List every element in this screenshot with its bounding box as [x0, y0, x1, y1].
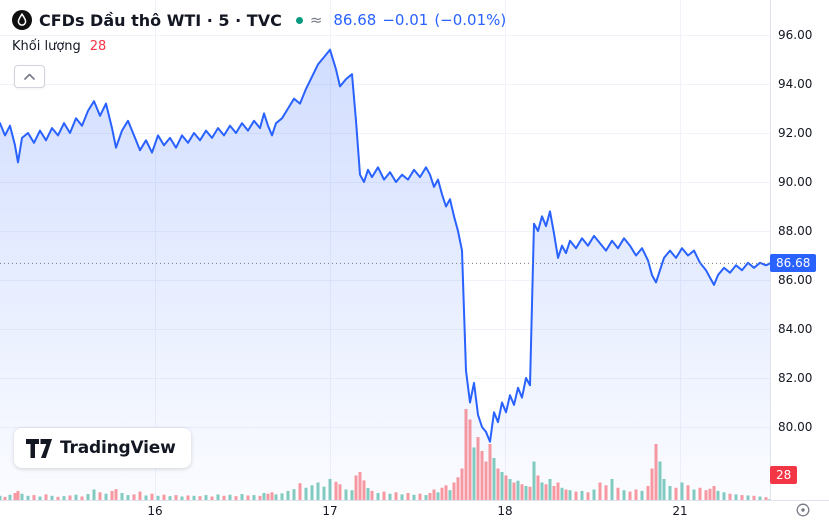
time-tick-label: 21	[672, 504, 688, 518]
approx-symbol: ≈	[309, 11, 323, 29]
time-tick-label: 17	[322, 504, 338, 518]
last-price-badge: 86.68	[770, 254, 817, 273]
price-tick-label: 90.00	[778, 175, 813, 189]
volume-indicator-row: Khối lượng 28	[12, 37, 506, 55]
tradingview-logo-icon	[26, 438, 52, 458]
price-tick-label: 88.00	[778, 224, 813, 238]
tradingview-logo-text: TradingView	[60, 438, 176, 458]
price-tick-label: 84.00	[778, 322, 813, 336]
tradingview-watermark[interactable]: TradingView	[14, 428, 191, 468]
price-axis[interactable]: 96.00 94.00 92.00 90.00 88.00 86.00 84.00 82.00…	[770, 0, 829, 500]
price-tick-label: 86.00	[778, 273, 813, 287]
price-change: −0.01	[382, 11, 429, 29]
price-tick-label: 82.00	[778, 371, 813, 385]
market-status-icon[interactable]	[295, 16, 303, 24]
collapse-legend-button[interactable]	[14, 65, 45, 88]
time-tick-label: 16	[147, 504, 163, 518]
symbol-title[interactable]: CFDs Dầu thô WTI · 5 · TVC	[39, 10, 282, 30]
volume-label[interactable]: Khối lượng	[12, 38, 81, 54]
price-tick-label: 96.00	[778, 28, 813, 42]
volume-value: 28	[89, 38, 107, 54]
last-price-value: 86.68	[333, 11, 377, 29]
axis-settings-icon[interactable]	[794, 501, 812, 519]
chevron-up-icon	[24, 73, 35, 81]
price-tick-label: 92.00	[778, 126, 813, 140]
chart-legend: CFDs Dầu thô WTI · 5 · TVC ≈ 86.68 −0.01…	[12, 8, 506, 88]
price-readout: 86.68 −0.01 (−0.01%)	[333, 11, 506, 29]
price-tick-label: 94.00	[778, 77, 813, 91]
volume-badge: 28	[770, 466, 798, 484]
price-change-percent: (−0.01%)	[434, 11, 507, 29]
symbol-row: CFDs Dầu thô WTI · 5 · TVC ≈ 86.68 −0.01…	[12, 8, 506, 32]
time-tick-label: 18	[497, 504, 513, 518]
oil-drop-symbol-icon	[12, 10, 32, 30]
time-axis[interactable]: 16 17 18 21	[0, 500, 829, 522]
price-tick-label: 80.00	[778, 420, 813, 434]
